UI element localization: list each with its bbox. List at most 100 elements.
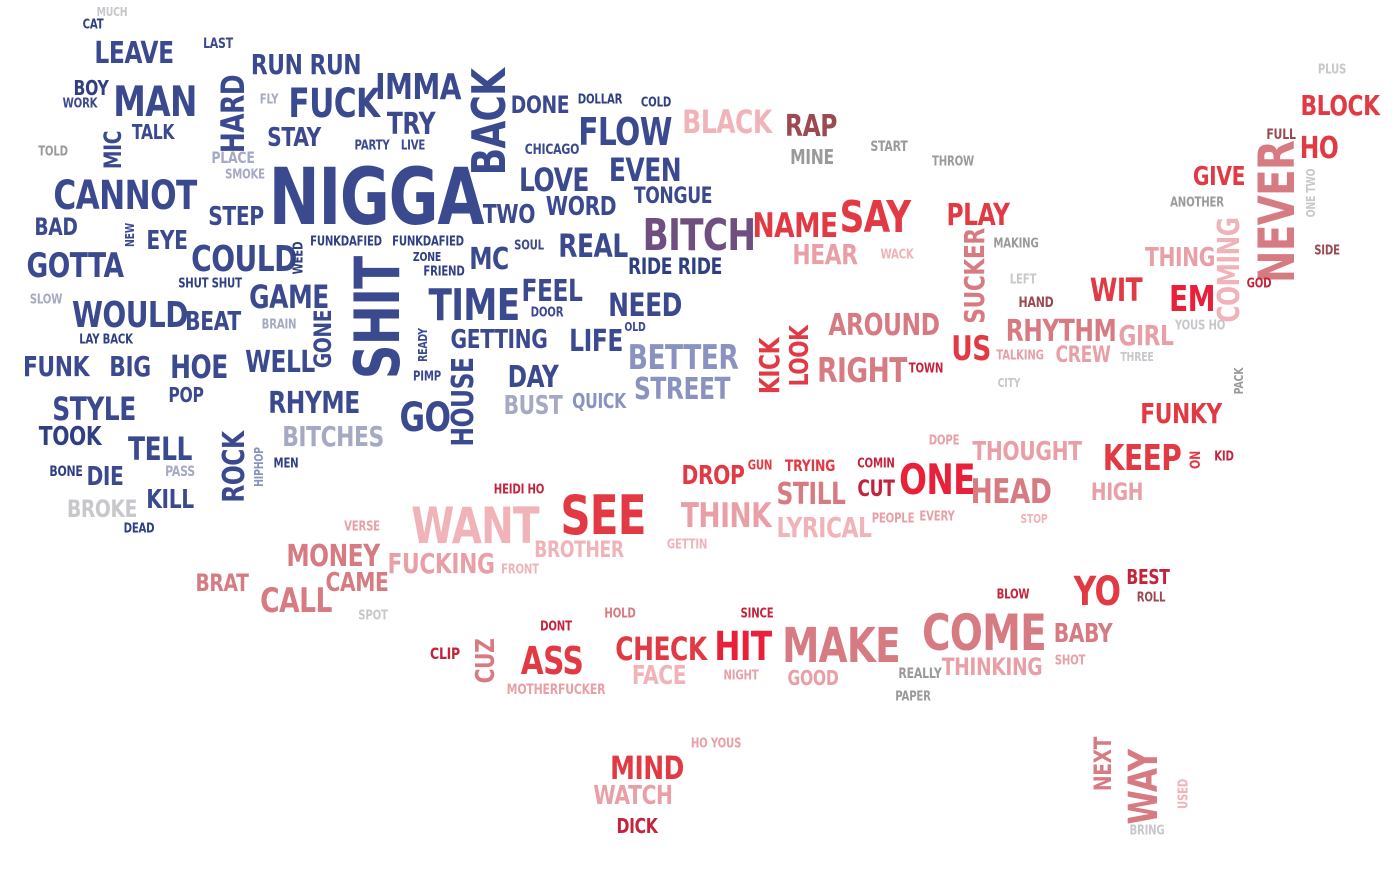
word-fuck: FUCK (288, 81, 380, 127)
word-plus: PLUS (1317, 62, 1347, 78)
word-street: STREET (634, 372, 730, 407)
word-zone: ZONE (412, 250, 442, 264)
word-last: LAST (203, 36, 233, 52)
word-nigga: NIGGA (268, 153, 485, 243)
word-ass: ASS (520, 639, 584, 683)
word-new: NEW (123, 223, 137, 247)
word-broke: BROKE (66, 495, 138, 523)
word-ready: READY (416, 328, 430, 362)
word-dope: DOPE (928, 433, 960, 449)
word-gun: GUN (747, 458, 773, 474)
word-mine: MINE (790, 145, 834, 169)
word-rock: ROCK (217, 431, 252, 503)
word-stop: STOP (1020, 512, 1048, 526)
word-one: ONE (899, 455, 975, 504)
word-talking: TALKING (996, 348, 1044, 364)
word-shot: SHOT (1054, 653, 1086, 669)
word-three: THREE (1120, 350, 1154, 364)
word-pass: PASS (165, 464, 195, 480)
word-smoke: SMOKE (225, 167, 265, 183)
word-face: FACE (631, 661, 687, 691)
word-could: COULD (191, 239, 297, 280)
word-pop: POP (168, 383, 204, 407)
word-coming: COMING (1212, 217, 1247, 323)
word-heidi-ho: HEIDI HO (493, 482, 545, 498)
word-block: BLOCK (1300, 89, 1380, 122)
word-want: WANT (411, 497, 539, 555)
word-high: HIGH (1090, 478, 1144, 506)
word-left: LEFT (1009, 272, 1037, 288)
word-brother: BROTHER (534, 538, 624, 563)
word-fucking: FUCKING (387, 547, 495, 580)
word-time: TIME (428, 280, 520, 331)
word-good: GOOD (787, 666, 839, 690)
word-shut-shut: SHUT SHUT (178, 276, 242, 292)
word-die: DIE (86, 462, 124, 492)
word-another: ANOTHER (1170, 195, 1224, 211)
word-yo: YO (1073, 569, 1121, 615)
word-stay: STAY (267, 123, 321, 153)
word-bring: BRING (1129, 823, 1165, 839)
word-bitches: BITCHES (282, 420, 384, 453)
word-call: CALL (260, 581, 332, 621)
word-hard: HARD (214, 74, 252, 154)
word-roll: ROLL (1136, 590, 1166, 606)
word-run-run: RUN RUN (250, 48, 362, 81)
word-getting: GETTING (450, 325, 548, 355)
word-on: ON (1188, 451, 1204, 469)
word-done: DONE (510, 91, 570, 119)
word-fly: FLY (259, 92, 279, 108)
word-big: BIG (109, 350, 151, 383)
word-slow: SLOW (29, 292, 63, 308)
word-girl: GIRL (1118, 319, 1174, 352)
word-best: BEST (1126, 565, 1170, 589)
word-trying: TRYING (784, 456, 836, 475)
word-rhythm: RHYTHM (1005, 314, 1117, 349)
word-verse: VERSE (344, 519, 380, 535)
word-ride-ride: RIDE RIDE (627, 255, 723, 280)
word-cat: CAT (82, 17, 104, 33)
word-front: FRONT (501, 562, 539, 578)
word-kick: KICK (753, 337, 786, 395)
word-pack: PACK (1232, 367, 1246, 395)
word-word: WORD (545, 192, 617, 222)
word-hit: HIT (714, 624, 772, 670)
word-baby: BABY (1053, 619, 1113, 649)
word-quick: QUICK (572, 389, 626, 413)
word-ho-yous: HO YOUS (690, 736, 742, 752)
word-used: USED (1176, 778, 1192, 810)
word-since: SINCE (740, 606, 774, 622)
word-look: LOOK (785, 325, 815, 387)
word-cut: CUT (857, 477, 895, 502)
word-way: WAY (1121, 749, 1167, 825)
word-hold: HOLD (604, 606, 636, 622)
word-keep: KEEP (1102, 438, 1182, 479)
word-dick: DICK (616, 814, 658, 838)
word-eye: EYE (146, 226, 188, 256)
word-sucker: SUCKER (958, 228, 991, 324)
word-bad: BAD (34, 213, 78, 241)
word-watch: WATCH (593, 781, 673, 811)
word-imma: IMMA (375, 67, 461, 108)
word-every: EVERY (919, 509, 955, 525)
word-us: US (951, 329, 991, 369)
word-better: BETTER (627, 338, 739, 378)
word-side: SIDE (1314, 243, 1340, 259)
word-mic: MIC (99, 130, 127, 170)
word-paper: PAPER (895, 689, 931, 705)
word-leave: LEAVE (94, 36, 174, 71)
word-day: DAY (507, 360, 559, 395)
word-two: TWO (482, 200, 536, 230)
word-pimp: PIMP (413, 369, 441, 385)
word-gotta: GOTTA (26, 246, 124, 286)
word-hand: HAND (1018, 295, 1054, 311)
word-funkdafied: FUNKDAFIED (310, 234, 382, 250)
word-making: MAKING (993, 236, 1039, 252)
word-wit: WIT (1089, 271, 1143, 309)
word-motherfucker: MOTHERFUCKER (506, 682, 606, 698)
word-lyrical: LYRICAL (776, 511, 872, 544)
word-really: REALLY (898, 666, 942, 682)
word-much: MUCH (96, 5, 128, 19)
word-men: MEN (273, 456, 299, 472)
